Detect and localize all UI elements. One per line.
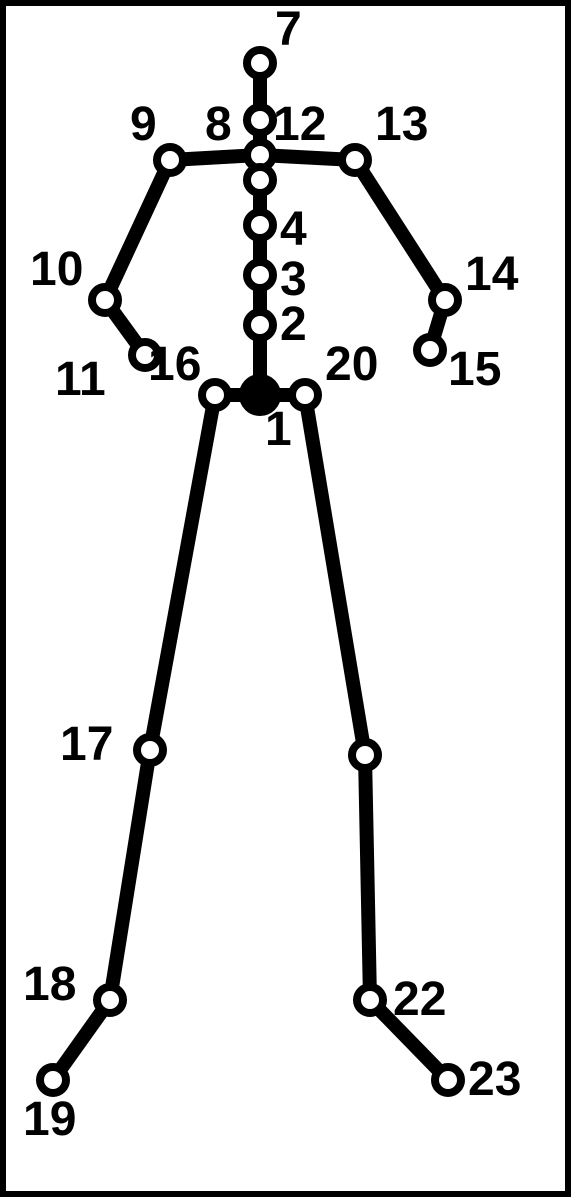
label-22: 22: [393, 973, 446, 1026]
label-18: 18: [23, 958, 76, 1011]
joint-17: [137, 737, 163, 763]
joint-13: [342, 147, 368, 173]
joint-knee_r: [352, 742, 378, 768]
label-4: 4: [280, 203, 307, 256]
label-7: 7: [275, 3, 302, 56]
label-20: 20: [325, 338, 378, 391]
edge-knee_r-22: [365, 755, 370, 1000]
joint-16: [202, 382, 228, 408]
edge-20-knee_r: [305, 395, 365, 755]
label-13: 13: [375, 98, 428, 151]
label-11: 11: [55, 353, 106, 406]
label-16: 16: [148, 338, 201, 391]
joint-23: [435, 1067, 461, 1093]
joint-14: [432, 287, 458, 313]
joint-7: [247, 50, 273, 76]
label-17: 17: [60, 718, 113, 771]
label-12: 12: [273, 98, 326, 151]
joint-15: [417, 337, 443, 363]
joint-10: [92, 287, 118, 313]
label-8: 8: [205, 98, 232, 151]
joint-22: [357, 987, 383, 1013]
joint-2: [247, 312, 273, 338]
joint-9: [157, 147, 183, 173]
label-10: 10: [30, 243, 83, 296]
label-15: 15: [448, 343, 501, 396]
label-1: 1: [265, 403, 292, 456]
label-14: 14: [465, 248, 519, 301]
joint-20: [292, 382, 318, 408]
joint-3: [247, 262, 273, 288]
label-3: 3: [280, 253, 307, 306]
edge-17-18: [110, 750, 150, 1000]
joint-19: [40, 1067, 66, 1093]
label-9: 9: [130, 98, 157, 151]
edge-9-10: [105, 160, 170, 300]
joint-4: [247, 212, 273, 238]
label-23: 23: [468, 1053, 521, 1106]
label-19: 19: [23, 1093, 76, 1146]
skeleton-diagram: 123478910111213141516171819202223: [0, 0, 571, 1197]
joint-spine5: [247, 167, 273, 193]
joint-8: [247, 107, 273, 133]
edge-16-17: [150, 395, 215, 750]
edge-13-14: [355, 160, 445, 300]
joint-18: [97, 987, 123, 1013]
